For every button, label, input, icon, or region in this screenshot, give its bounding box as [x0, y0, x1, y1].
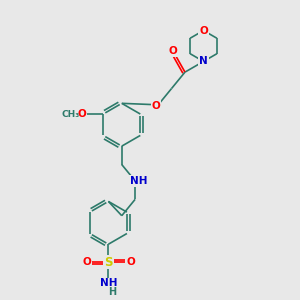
Text: NH: NH: [100, 278, 117, 289]
Text: O: O: [82, 257, 91, 267]
Text: O: O: [199, 26, 208, 35]
Text: O: O: [152, 101, 161, 111]
Text: H: H: [108, 287, 116, 297]
Text: O: O: [77, 109, 86, 119]
Text: O: O: [126, 257, 135, 267]
Text: O: O: [169, 46, 178, 56]
Text: CH₃: CH₃: [61, 110, 80, 118]
Text: NH: NH: [130, 176, 148, 186]
Text: S: S: [104, 256, 112, 268]
Text: N: N: [199, 56, 208, 66]
